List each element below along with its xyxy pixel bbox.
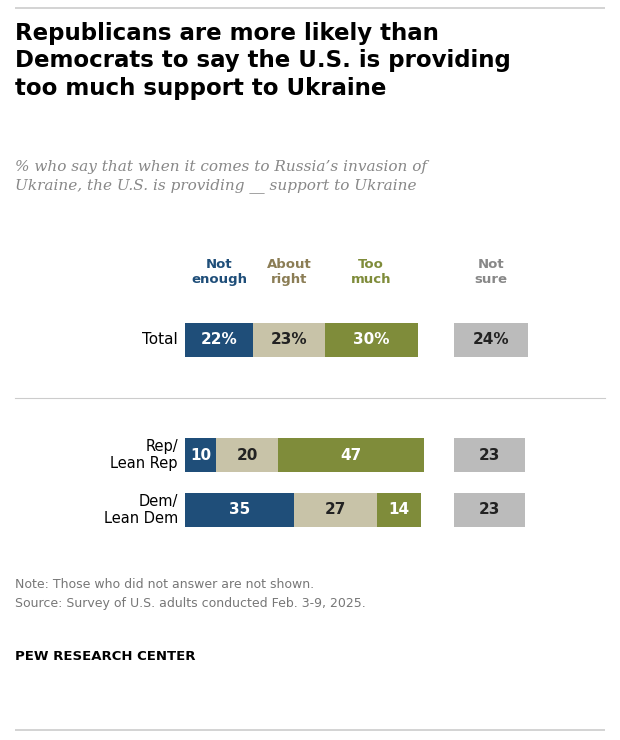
Text: Note: Those who did not answer are not shown.
Source: Survey of U.S. adults cond: Note: Those who did not answer are not s… [15,578,366,610]
Bar [293,493,377,527]
Text: Not
enough: Not enough [191,258,247,286]
Text: 23: 23 [479,502,500,517]
Bar [454,438,525,472]
Bar [278,438,423,472]
Text: 35: 35 [229,502,250,517]
Text: Republicans are more likely than
Democrats to say the U.S. is providing
too much: Republicans are more likely than Democra… [15,22,511,100]
Text: Dem/
Lean Dem: Dem/ Lean Dem [104,494,178,526]
Text: About
right: About right [267,258,311,286]
Text: 23%: 23% [270,332,307,348]
Text: Rep/
Lean Rep: Rep/ Lean Rep [110,439,178,471]
Text: 27: 27 [325,502,346,517]
Bar [185,438,216,472]
Text: 47: 47 [340,448,361,462]
Text: 23: 23 [479,448,500,462]
Text: Not
sure: Not sure [474,258,507,286]
Text: 14: 14 [388,502,409,517]
Bar [454,493,525,527]
Bar [324,323,417,357]
Text: Total: Total [142,332,178,348]
Bar [185,493,293,527]
Text: 10: 10 [190,448,211,462]
Bar [216,438,278,472]
Text: 22%: 22% [201,332,237,348]
Bar [253,323,324,357]
Bar [377,493,420,527]
Bar [454,323,528,357]
Text: Too
much: Too much [351,258,391,286]
Text: 20: 20 [236,448,258,462]
Text: % who say that when it comes to Russia’s invasion of
Ukraine, the U.S. is provid: % who say that when it comes to Russia’s… [15,160,427,192]
Bar [185,323,253,357]
Text: 30%: 30% [353,332,389,348]
Text: PEW RESEARCH CENTER: PEW RESEARCH CENTER [15,650,195,663]
Text: 24%: 24% [472,332,509,348]
